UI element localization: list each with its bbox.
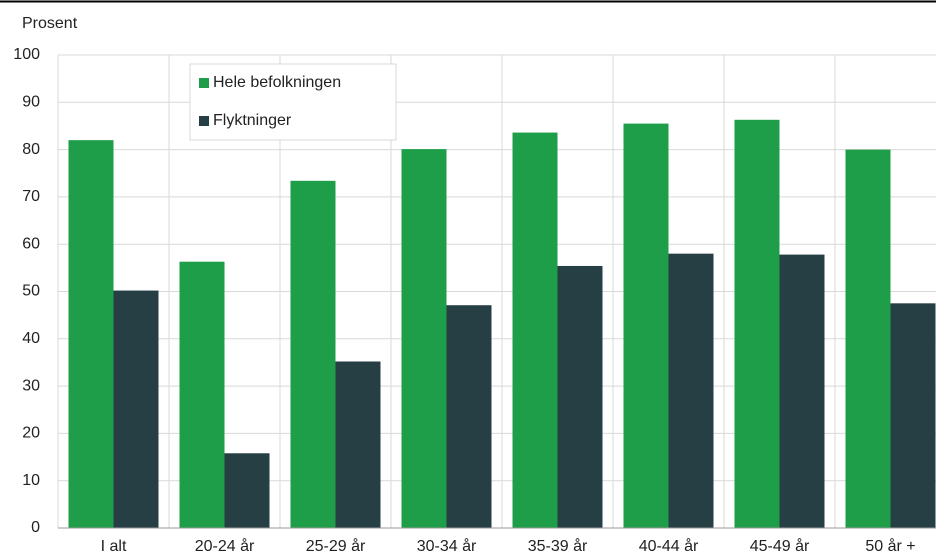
x-tick-label: I alt bbox=[101, 538, 127, 555]
bar bbox=[179, 261, 225, 528]
legend-swatch bbox=[199, 116, 209, 126]
y-axis-label: Prosent bbox=[22, 15, 78, 32]
bar bbox=[113, 290, 159, 528]
y-tick-label: 0 bbox=[31, 519, 40, 536]
legend-label: Flyktninger bbox=[213, 112, 292, 129]
bar bbox=[335, 361, 381, 528]
bar bbox=[512, 132, 558, 528]
x-tick-label: 30-34 år bbox=[417, 537, 477, 555]
y-tick-label: 100 bbox=[13, 46, 40, 63]
x-tick-label: 35-39 år bbox=[528, 537, 588, 555]
bar bbox=[557, 265, 603, 528]
bar bbox=[845, 149, 891, 528]
y-tick-label: 60 bbox=[22, 235, 40, 252]
y-tick-label: 70 bbox=[22, 188, 40, 205]
y-tick-label: 90 bbox=[22, 94, 40, 111]
x-tick-label: 20-24 år bbox=[195, 537, 255, 555]
y-tick-label: 40 bbox=[22, 330, 40, 347]
y-tick-label: 30 bbox=[22, 377, 40, 394]
bar bbox=[668, 253, 714, 528]
legend-swatch bbox=[199, 78, 209, 88]
y-tick-label: 20 bbox=[22, 425, 40, 442]
bar bbox=[623, 123, 669, 529]
y-tick-label: 50 bbox=[22, 283, 40, 300]
bar bbox=[446, 305, 492, 528]
legend-box bbox=[189, 63, 397, 141]
y-tick-label: 80 bbox=[22, 141, 40, 158]
bar bbox=[890, 303, 936, 528]
bar bbox=[779, 254, 825, 528]
bar bbox=[224, 453, 270, 528]
x-tick-label: 40-44 år bbox=[639, 537, 699, 555]
x-tick-label: 50 år + bbox=[865, 537, 915, 555]
y-tick-label: 10 bbox=[22, 472, 40, 489]
bar bbox=[734, 119, 780, 529]
bar bbox=[68, 140, 114, 528]
x-tick-label: 45-49 år bbox=[750, 537, 810, 555]
x-tick-label: 25-29 år bbox=[306, 537, 366, 555]
legend-label: Hele befolkningen bbox=[213, 74, 341, 91]
bar bbox=[290, 180, 336, 528]
bar bbox=[401, 149, 447, 528]
